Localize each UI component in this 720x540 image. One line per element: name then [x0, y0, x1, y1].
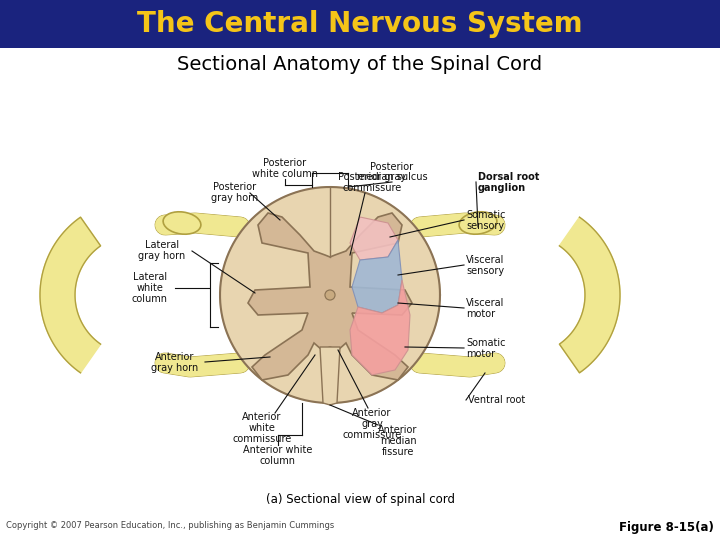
Text: Lateral: Lateral [133, 272, 167, 282]
Polygon shape [352, 240, 402, 313]
Text: Anterior: Anterior [243, 412, 282, 422]
Text: fissure: fissure [382, 447, 414, 457]
Text: Anterior: Anterior [156, 352, 194, 362]
Text: Posterior: Posterior [213, 182, 256, 192]
Text: commissure: commissure [343, 430, 402, 440]
Text: Dorsal root: Dorsal root [478, 172, 539, 182]
Text: Posterior: Posterior [264, 158, 307, 168]
Text: gray: gray [361, 419, 383, 429]
Text: Figure 8-15(a): Figure 8-15(a) [619, 521, 714, 534]
Text: motor: motor [466, 349, 495, 359]
Text: white column: white column [252, 169, 318, 179]
Text: sensory: sensory [466, 221, 504, 231]
Text: gray horn: gray horn [138, 251, 186, 261]
Ellipse shape [459, 212, 497, 234]
Text: Somatic: Somatic [466, 338, 505, 348]
Text: Visceral: Visceral [466, 298, 505, 308]
Text: commissure: commissure [343, 183, 402, 193]
Polygon shape [350, 217, 398, 260]
Text: sensory: sensory [466, 266, 504, 276]
Text: (a) Sectional view of spinal cord: (a) Sectional view of spinal cord [266, 494, 454, 507]
Text: Copyright © 2007 Pearson Education, Inc., publishing as Benjamin Cummings: Copyright © 2007 Pearson Education, Inc.… [6, 521, 334, 530]
Text: white: white [137, 283, 163, 293]
Text: Ventral root: Ventral root [468, 395, 526, 405]
Text: Lateral: Lateral [145, 240, 179, 250]
Text: median sulcus: median sulcus [356, 172, 427, 182]
Text: Anterior: Anterior [352, 408, 392, 418]
Text: column: column [260, 456, 296, 466]
Text: white: white [248, 423, 276, 433]
Ellipse shape [163, 212, 201, 234]
Text: Posterior: Posterior [370, 162, 413, 172]
Text: median: median [379, 436, 416, 446]
Circle shape [325, 290, 335, 300]
Polygon shape [220, 187, 440, 403]
Text: gray horn: gray horn [212, 193, 258, 203]
Text: Posterior gray: Posterior gray [338, 172, 406, 182]
Text: The Central Nervous System: The Central Nervous System [138, 10, 582, 38]
Polygon shape [248, 213, 412, 380]
FancyBboxPatch shape [0, 0, 720, 48]
Text: column: column [132, 294, 168, 304]
Text: motor: motor [466, 309, 495, 319]
Text: Visceral: Visceral [466, 255, 505, 265]
Polygon shape [40, 217, 101, 373]
Text: commissure: commissure [233, 434, 292, 444]
Polygon shape [320, 347, 340, 405]
Text: gray horn: gray horn [151, 363, 199, 373]
Polygon shape [350, 280, 410, 375]
Text: Sectional Anatomy of the Spinal Cord: Sectional Anatomy of the Spinal Cord [177, 56, 543, 75]
Polygon shape [559, 217, 620, 373]
Text: Somatic: Somatic [466, 210, 505, 220]
Text: Anterior white: Anterior white [243, 445, 312, 455]
Text: Anterior: Anterior [378, 425, 418, 435]
Text: ganglion: ganglion [478, 183, 526, 193]
